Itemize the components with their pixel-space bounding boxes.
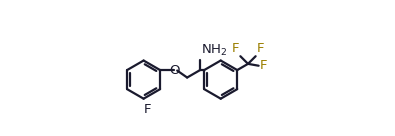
Text: NH$_2$: NH$_2$ [201, 43, 227, 58]
Text: F: F [144, 103, 151, 116]
Text: F: F [260, 59, 267, 72]
Text: O: O [169, 64, 179, 77]
Text: F: F [232, 42, 239, 55]
Text: F: F [256, 42, 264, 55]
